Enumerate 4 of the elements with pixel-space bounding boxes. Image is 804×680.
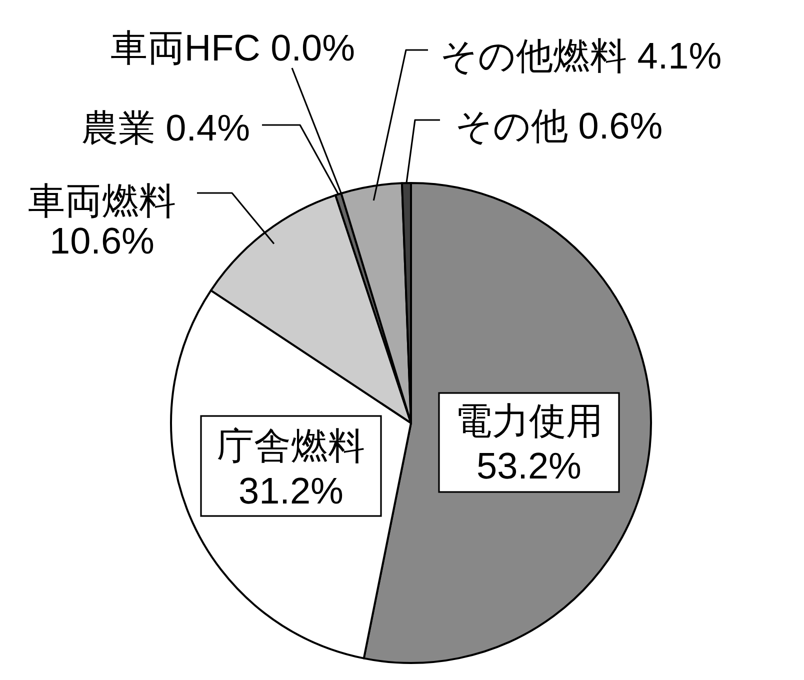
data-label: 31.2% — [238, 470, 344, 512]
slice-label: 電力使用 — [455, 400, 603, 442]
slice-label: 庁舎燃料 — [217, 426, 365, 466]
data-label: 53.2% — [476, 446, 582, 486]
